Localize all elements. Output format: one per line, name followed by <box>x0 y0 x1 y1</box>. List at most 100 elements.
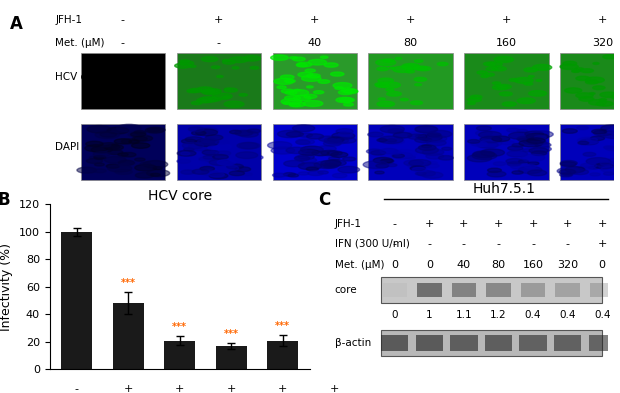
Circle shape <box>510 163 531 169</box>
Circle shape <box>325 139 342 144</box>
Circle shape <box>590 93 595 94</box>
Circle shape <box>95 157 104 160</box>
Text: +: + <box>406 15 415 26</box>
Circle shape <box>415 134 427 138</box>
Circle shape <box>587 138 598 141</box>
Circle shape <box>325 160 346 166</box>
Circle shape <box>307 86 313 88</box>
Circle shape <box>189 88 202 92</box>
FancyBboxPatch shape <box>450 335 477 351</box>
Circle shape <box>378 78 393 83</box>
Circle shape <box>229 171 244 176</box>
Circle shape <box>603 55 616 59</box>
Circle shape <box>572 169 588 174</box>
Circle shape <box>476 152 494 158</box>
Circle shape <box>594 130 612 136</box>
Circle shape <box>563 61 577 66</box>
Circle shape <box>140 162 151 165</box>
Circle shape <box>386 89 394 91</box>
Circle shape <box>507 162 521 166</box>
Circle shape <box>410 166 425 171</box>
FancyBboxPatch shape <box>485 335 512 351</box>
Circle shape <box>494 57 513 62</box>
Circle shape <box>583 152 596 156</box>
Circle shape <box>388 163 397 167</box>
Circle shape <box>330 152 348 157</box>
FancyBboxPatch shape <box>464 53 549 108</box>
Circle shape <box>572 70 580 72</box>
Text: core: core <box>335 285 357 295</box>
Circle shape <box>298 72 313 77</box>
Circle shape <box>324 163 338 168</box>
Circle shape <box>392 154 404 158</box>
Circle shape <box>368 132 383 137</box>
Circle shape <box>94 156 106 159</box>
Text: 0.4: 0.4 <box>594 310 611 320</box>
Circle shape <box>609 131 620 136</box>
Circle shape <box>202 57 218 62</box>
Circle shape <box>580 139 598 145</box>
Circle shape <box>417 66 431 71</box>
Circle shape <box>611 126 620 131</box>
Circle shape <box>148 128 160 132</box>
Text: 1.1: 1.1 <box>456 310 472 320</box>
Circle shape <box>336 129 353 134</box>
Circle shape <box>525 131 544 137</box>
FancyBboxPatch shape <box>560 53 620 108</box>
Text: B: B <box>0 191 10 209</box>
Circle shape <box>285 91 297 94</box>
Circle shape <box>388 129 404 133</box>
Text: Met. (μM): Met. (μM) <box>55 38 105 48</box>
Circle shape <box>492 136 510 141</box>
Circle shape <box>329 160 340 163</box>
Text: -: - <box>427 239 432 249</box>
Circle shape <box>438 156 453 160</box>
Circle shape <box>576 76 590 81</box>
FancyBboxPatch shape <box>368 53 453 108</box>
Circle shape <box>404 160 423 166</box>
Circle shape <box>277 86 286 89</box>
Circle shape <box>129 140 140 143</box>
Circle shape <box>122 139 138 144</box>
Circle shape <box>502 141 515 145</box>
Circle shape <box>188 127 204 132</box>
Text: +: + <box>598 239 607 249</box>
Circle shape <box>344 89 358 94</box>
Circle shape <box>199 128 218 133</box>
Circle shape <box>477 71 487 74</box>
Circle shape <box>223 96 230 98</box>
FancyBboxPatch shape <box>590 283 614 298</box>
Circle shape <box>471 141 487 146</box>
Text: +: + <box>494 219 503 229</box>
Circle shape <box>201 170 218 176</box>
Text: ***: *** <box>172 322 187 332</box>
Circle shape <box>527 138 545 143</box>
Circle shape <box>146 170 170 177</box>
Circle shape <box>273 173 286 177</box>
Text: -: - <box>75 384 79 393</box>
Circle shape <box>284 160 304 167</box>
Circle shape <box>418 145 436 151</box>
Circle shape <box>299 133 312 137</box>
Circle shape <box>524 165 536 168</box>
Circle shape <box>529 91 547 96</box>
Circle shape <box>514 77 533 83</box>
Circle shape <box>278 130 301 138</box>
Circle shape <box>285 95 300 101</box>
Text: HCV core: HCV core <box>55 72 104 83</box>
Circle shape <box>106 164 120 168</box>
Circle shape <box>100 143 118 148</box>
Text: 0: 0 <box>426 261 433 270</box>
Circle shape <box>237 142 258 149</box>
Circle shape <box>381 82 401 88</box>
Circle shape <box>524 68 538 72</box>
Circle shape <box>211 66 220 68</box>
Circle shape <box>412 167 427 172</box>
Text: +: + <box>278 384 288 393</box>
Circle shape <box>229 57 249 62</box>
Circle shape <box>306 167 319 171</box>
Circle shape <box>479 131 501 138</box>
Circle shape <box>506 158 524 164</box>
Text: +: + <box>459 219 469 229</box>
Text: DAPI: DAPI <box>55 141 79 152</box>
